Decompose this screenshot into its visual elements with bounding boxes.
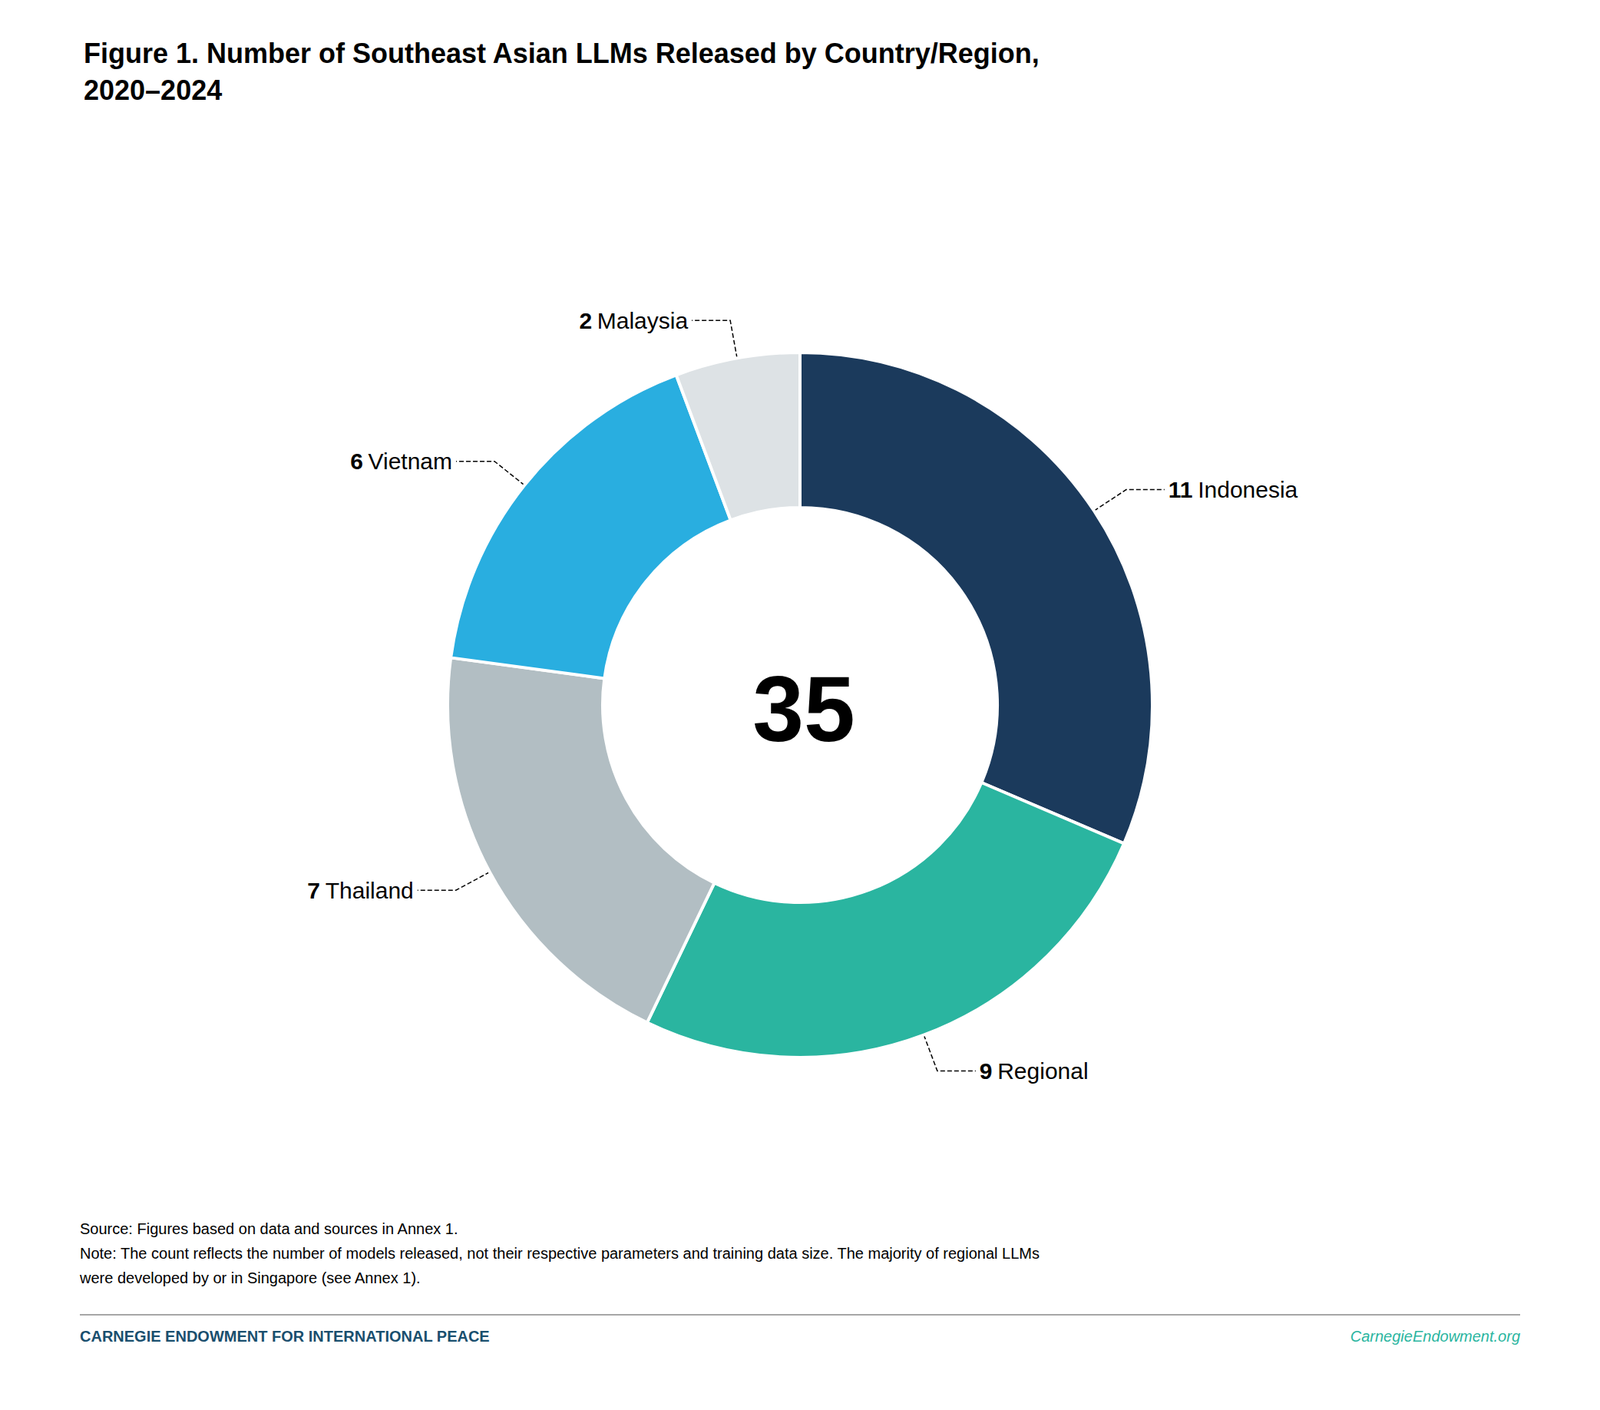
svg-text:Malaysia: Malaysia	[597, 307, 689, 334]
svg-text:Thailand: Thailand	[325, 877, 414, 903]
svg-text:Vietnam: Vietnam	[368, 448, 453, 474]
svg-text:35: 35	[752, 657, 855, 761]
svg-text:6: 6	[350, 448, 364, 474]
svg-text:7: 7	[307, 877, 321, 903]
svg-text:Source: Figures based on data: Source: Figures based on data and source…	[79, 1219, 459, 1237]
svg-text:2: 2	[578, 307, 592, 334]
svg-text:Note: The count reflects the n: Note: The count reflects the number of m…	[79, 1244, 1040, 1262]
svg-text:CARNEGIE ENDOWMENT FOR INTERNA: CARNEGIE ENDOWMENT FOR INTERNATIONAL PEA…	[79, 1327, 490, 1345]
svg-text:were developed by or in Singap: were developed by or in Singapore (see A…	[79, 1269, 421, 1286]
svg-text:11: 11	[1168, 476, 1194, 503]
svg-text:Figure 1. Number of Southeast: Figure 1. Number of Southeast Asian LLMs…	[83, 37, 1040, 70]
svg-text:9: 9	[979, 1057, 993, 1084]
svg-text:2020–2024: 2020–2024	[83, 74, 222, 106]
svg-text:Regional: Regional	[997, 1057, 1088, 1084]
svg-text:CarnegieEndowment.org: CarnegieEndowment.org	[1350, 1327, 1521, 1345]
svg-text:Indonesia: Indonesia	[1197, 476, 1298, 503]
